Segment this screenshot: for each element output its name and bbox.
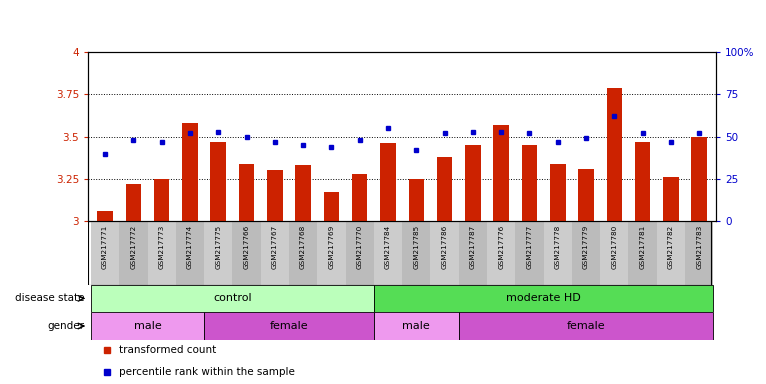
Text: moderate HD: moderate HD [506,293,581,303]
Bar [260,221,289,285]
Bar [91,285,374,312]
Bar [628,221,656,285]
Bar [607,88,622,221]
Bar [154,179,169,221]
Bar [91,312,204,340]
Bar [459,221,487,285]
Bar [267,170,283,221]
Text: disease state: disease state [15,293,84,303]
Text: GSM217780: GSM217780 [611,224,617,268]
Text: GSM217768: GSM217768 [300,224,306,268]
Text: male: male [133,321,162,331]
Text: GSM217787: GSM217787 [470,224,476,268]
Bar [119,221,148,285]
Text: GSM217775: GSM217775 [215,224,221,268]
Bar [374,221,402,285]
Bar [459,312,713,340]
Bar [522,145,537,221]
Bar [91,221,119,285]
Bar [487,221,516,285]
Text: male: male [402,321,430,331]
Text: GSM217786: GSM217786 [441,224,447,268]
Bar [239,164,254,221]
Bar [211,142,226,221]
Bar [635,142,650,221]
Bar [323,192,339,221]
Text: GSM217772: GSM217772 [130,224,136,268]
Bar [182,123,198,221]
Text: GSM217778: GSM217778 [555,224,561,268]
Bar [296,166,311,221]
Bar [148,221,176,285]
Bar [685,221,713,285]
Bar [465,145,480,221]
Bar [380,144,396,221]
Bar [232,221,260,285]
Text: GSM217785: GSM217785 [414,224,419,268]
Text: GSM217782: GSM217782 [668,224,674,268]
Bar [374,285,713,312]
Bar [317,221,345,285]
Text: female: female [567,321,605,331]
Text: percentile rank within the sample: percentile rank within the sample [119,367,296,377]
Text: GSM217769: GSM217769 [329,224,335,268]
Bar [493,125,509,221]
Text: GSM217784: GSM217784 [385,224,391,268]
Bar [345,221,374,285]
Text: GSM217771: GSM217771 [102,224,108,268]
Text: GSM217777: GSM217777 [526,224,532,268]
Bar [289,221,317,285]
Text: gender: gender [47,321,84,331]
Bar [126,184,141,221]
Bar [374,312,459,340]
Bar [408,179,424,221]
Text: control: control [213,293,252,303]
Bar [352,174,368,221]
Bar [656,221,685,285]
Bar [516,221,544,285]
Bar [578,169,594,221]
Bar [550,164,565,221]
Bar [176,221,204,285]
Bar [204,221,232,285]
Bar [601,221,628,285]
Text: GSM217776: GSM217776 [498,224,504,268]
Text: GSM217773: GSM217773 [159,224,165,268]
Text: GSM217767: GSM217767 [272,224,278,268]
Text: GSM217774: GSM217774 [187,224,193,268]
Text: GSM217783: GSM217783 [696,224,702,268]
Bar [572,221,601,285]
Bar [97,211,113,221]
Bar [204,312,374,340]
Bar [402,221,430,285]
Bar [430,221,459,285]
Text: GSM217781: GSM217781 [640,224,646,268]
Text: transformed count: transformed count [119,345,217,355]
Text: GSM217766: GSM217766 [244,224,250,268]
Bar [437,157,453,221]
Text: GSM217770: GSM217770 [357,224,363,268]
Text: GSM217779: GSM217779 [583,224,589,268]
Bar [663,177,679,221]
Bar [692,137,707,221]
Bar [544,221,572,285]
Text: female: female [270,321,308,331]
